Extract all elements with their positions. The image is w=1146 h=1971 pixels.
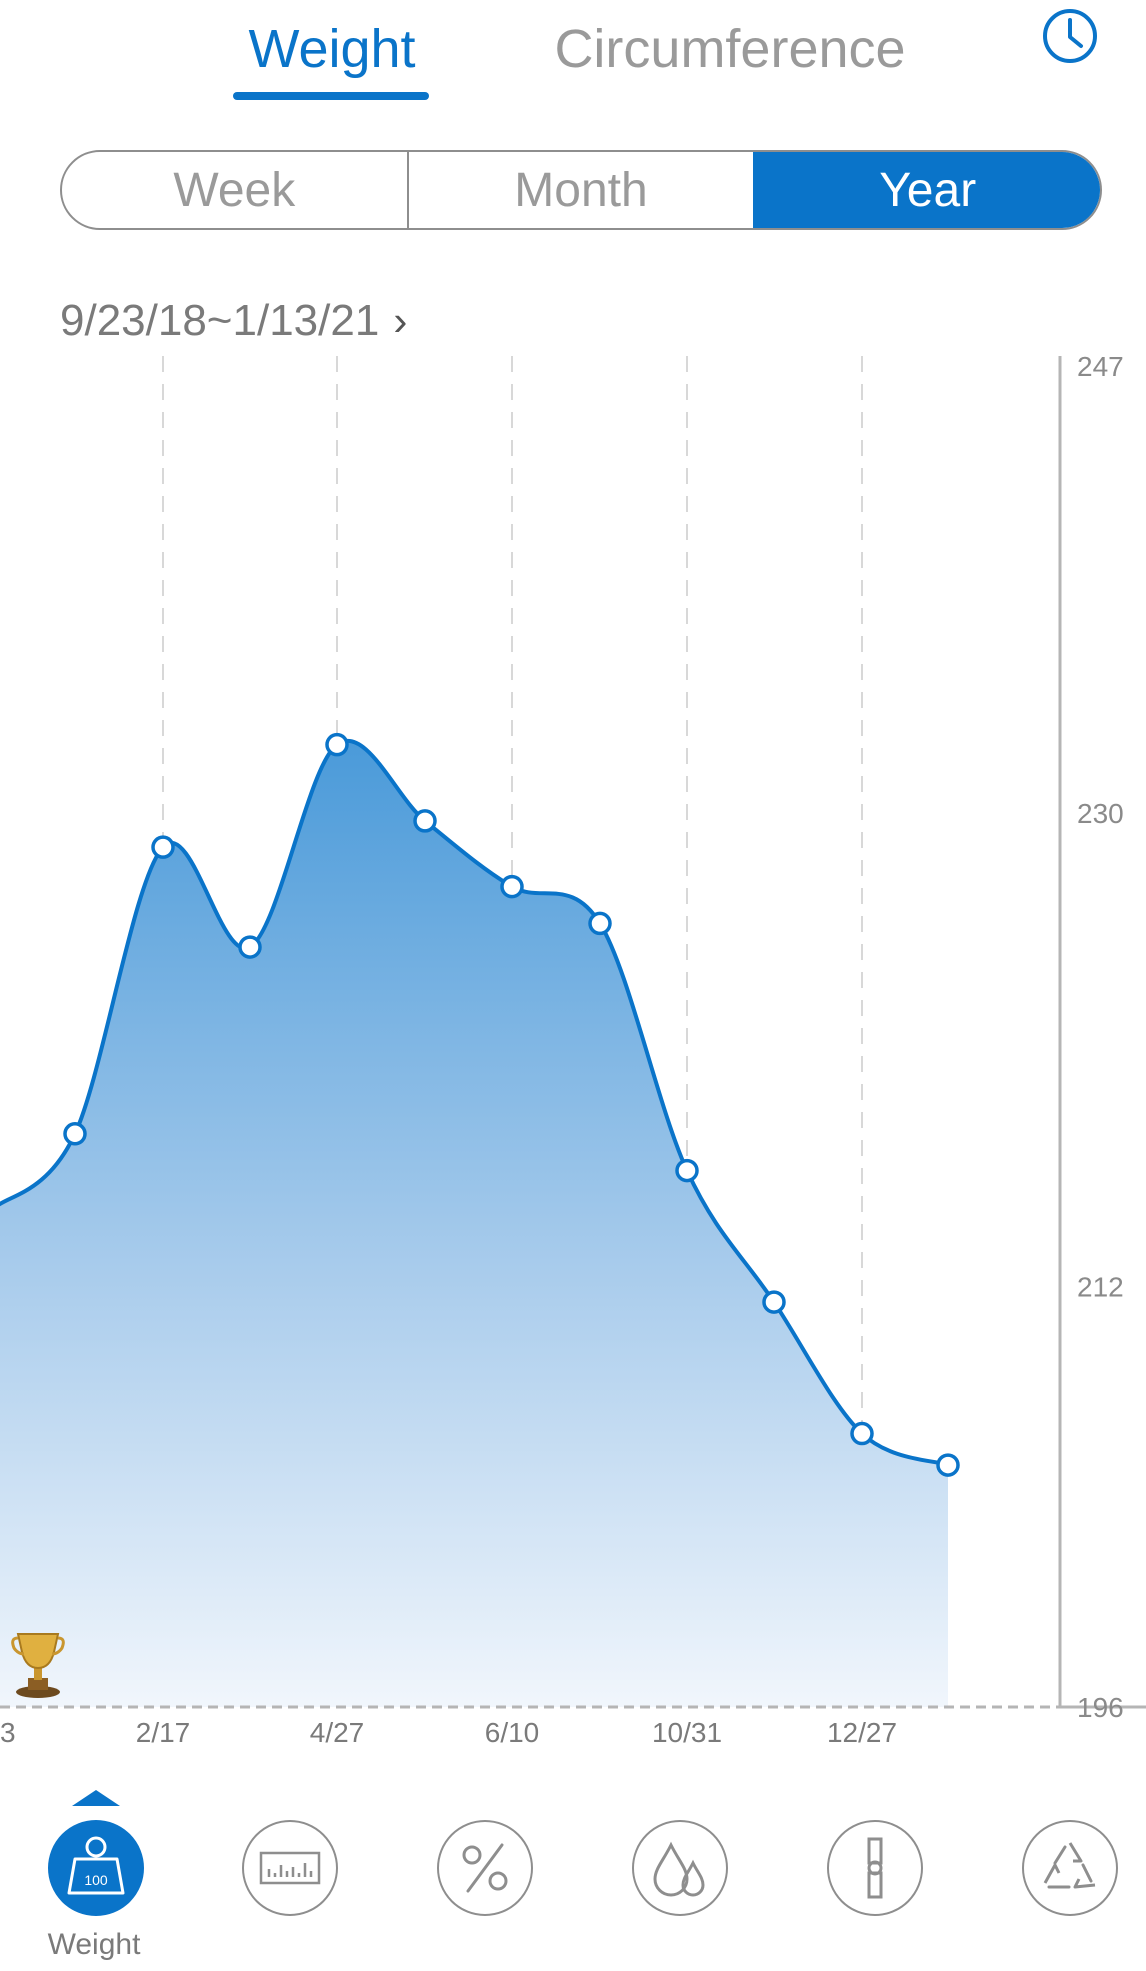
segment-year[interactable]: Year: [753, 152, 1100, 228]
x-tick-label: 3: [0, 1717, 16, 1748]
body-fat-percent-icon: [462, 1843, 508, 1893]
body-water-icon: [653, 1841, 705, 1897]
data-point[interactable]: [413, 809, 437, 833]
x-tick-label: 10/31: [652, 1717, 722, 1748]
date-range-label: 9/23/18~1/13/21: [60, 296, 380, 345]
data-point[interactable]: [850, 1421, 874, 1446]
weight-badge-text: 100: [84, 1872, 108, 1888]
segment-week[interactable]: Week: [173, 163, 296, 217]
clock-icon: [1043, 9, 1097, 63]
nav-bmi[interactable]: [242, 1820, 338, 1916]
x-tick-label: 2/17: [136, 1717, 191, 1748]
period-segmented-control: Week Month Year: [60, 150, 1102, 230]
tab-active-indicator: [233, 92, 429, 100]
x-tick-label: 6/10: [485, 1717, 540, 1748]
nav-body-water[interactable]: [632, 1820, 728, 1916]
x-tick-label: 12/27: [827, 1717, 897, 1748]
data-point[interactable]: [675, 1158, 699, 1183]
nav-weight[interactable]: 100: [48, 1820, 144, 1916]
data-point[interactable]: [500, 874, 524, 899]
data-point[interactable]: [588, 911, 612, 936]
weight-scale-icon: 100: [67, 1836, 125, 1895]
weight-chart: 3 2/17 4/27 6/10 10/31 12/27 247 230 212 196: [0, 351, 1146, 1748]
weight-area-fill: [0, 741, 948, 1707]
data-point[interactable]: [936, 1453, 960, 1477]
bottom-metric-nav: 100 We: [0, 1790, 1146, 1971]
nav-body-fat[interactable]: [437, 1820, 533, 1916]
nav-metabolism[interactable]: [1022, 1820, 1118, 1916]
data-point[interactable]: [762, 1290, 786, 1314]
metabolism-recycle-icon: [1043, 1842, 1096, 1889]
segment-month[interactable]: Month: [406, 152, 754, 228]
active-indicator-caret: [72, 1790, 120, 1806]
y-tick-label: 212: [1077, 1271, 1124, 1302]
tab-circumference[interactable]: Circumference: [554, 19, 906, 79]
date-range-selector[interactable]: 9/23/18~1/13/21 ›: [60, 296, 407, 346]
y-tick-label: 247: [1077, 351, 1124, 382]
nav-weight-label: Weight: [47, 1928, 141, 1961]
top-tab-bar: Weight Circumference: [0, 0, 1146, 110]
data-point[interactable]: [325, 732, 349, 757]
bone-mass-icon: [867, 1837, 883, 1899]
data-point[interactable]: [151, 835, 175, 859]
x-tick-label: 4/27: [310, 1717, 365, 1748]
history-button[interactable]: [1040, 6, 1100, 66]
tab-weight[interactable]: Weight: [248, 19, 416, 79]
trophy-icon: [11, 1633, 65, 1698]
bmi-ruler-icon: [259, 1851, 321, 1885]
data-point[interactable]: [63, 1122, 87, 1146]
nav-bone-mass[interactable]: [827, 1820, 923, 1916]
y-tick-label: 230: [1077, 798, 1124, 829]
data-point[interactable]: [238, 935, 262, 959]
chevron-right-icon: ›: [393, 297, 408, 344]
y-tick-label: 196: [1077, 1692, 1124, 1723]
